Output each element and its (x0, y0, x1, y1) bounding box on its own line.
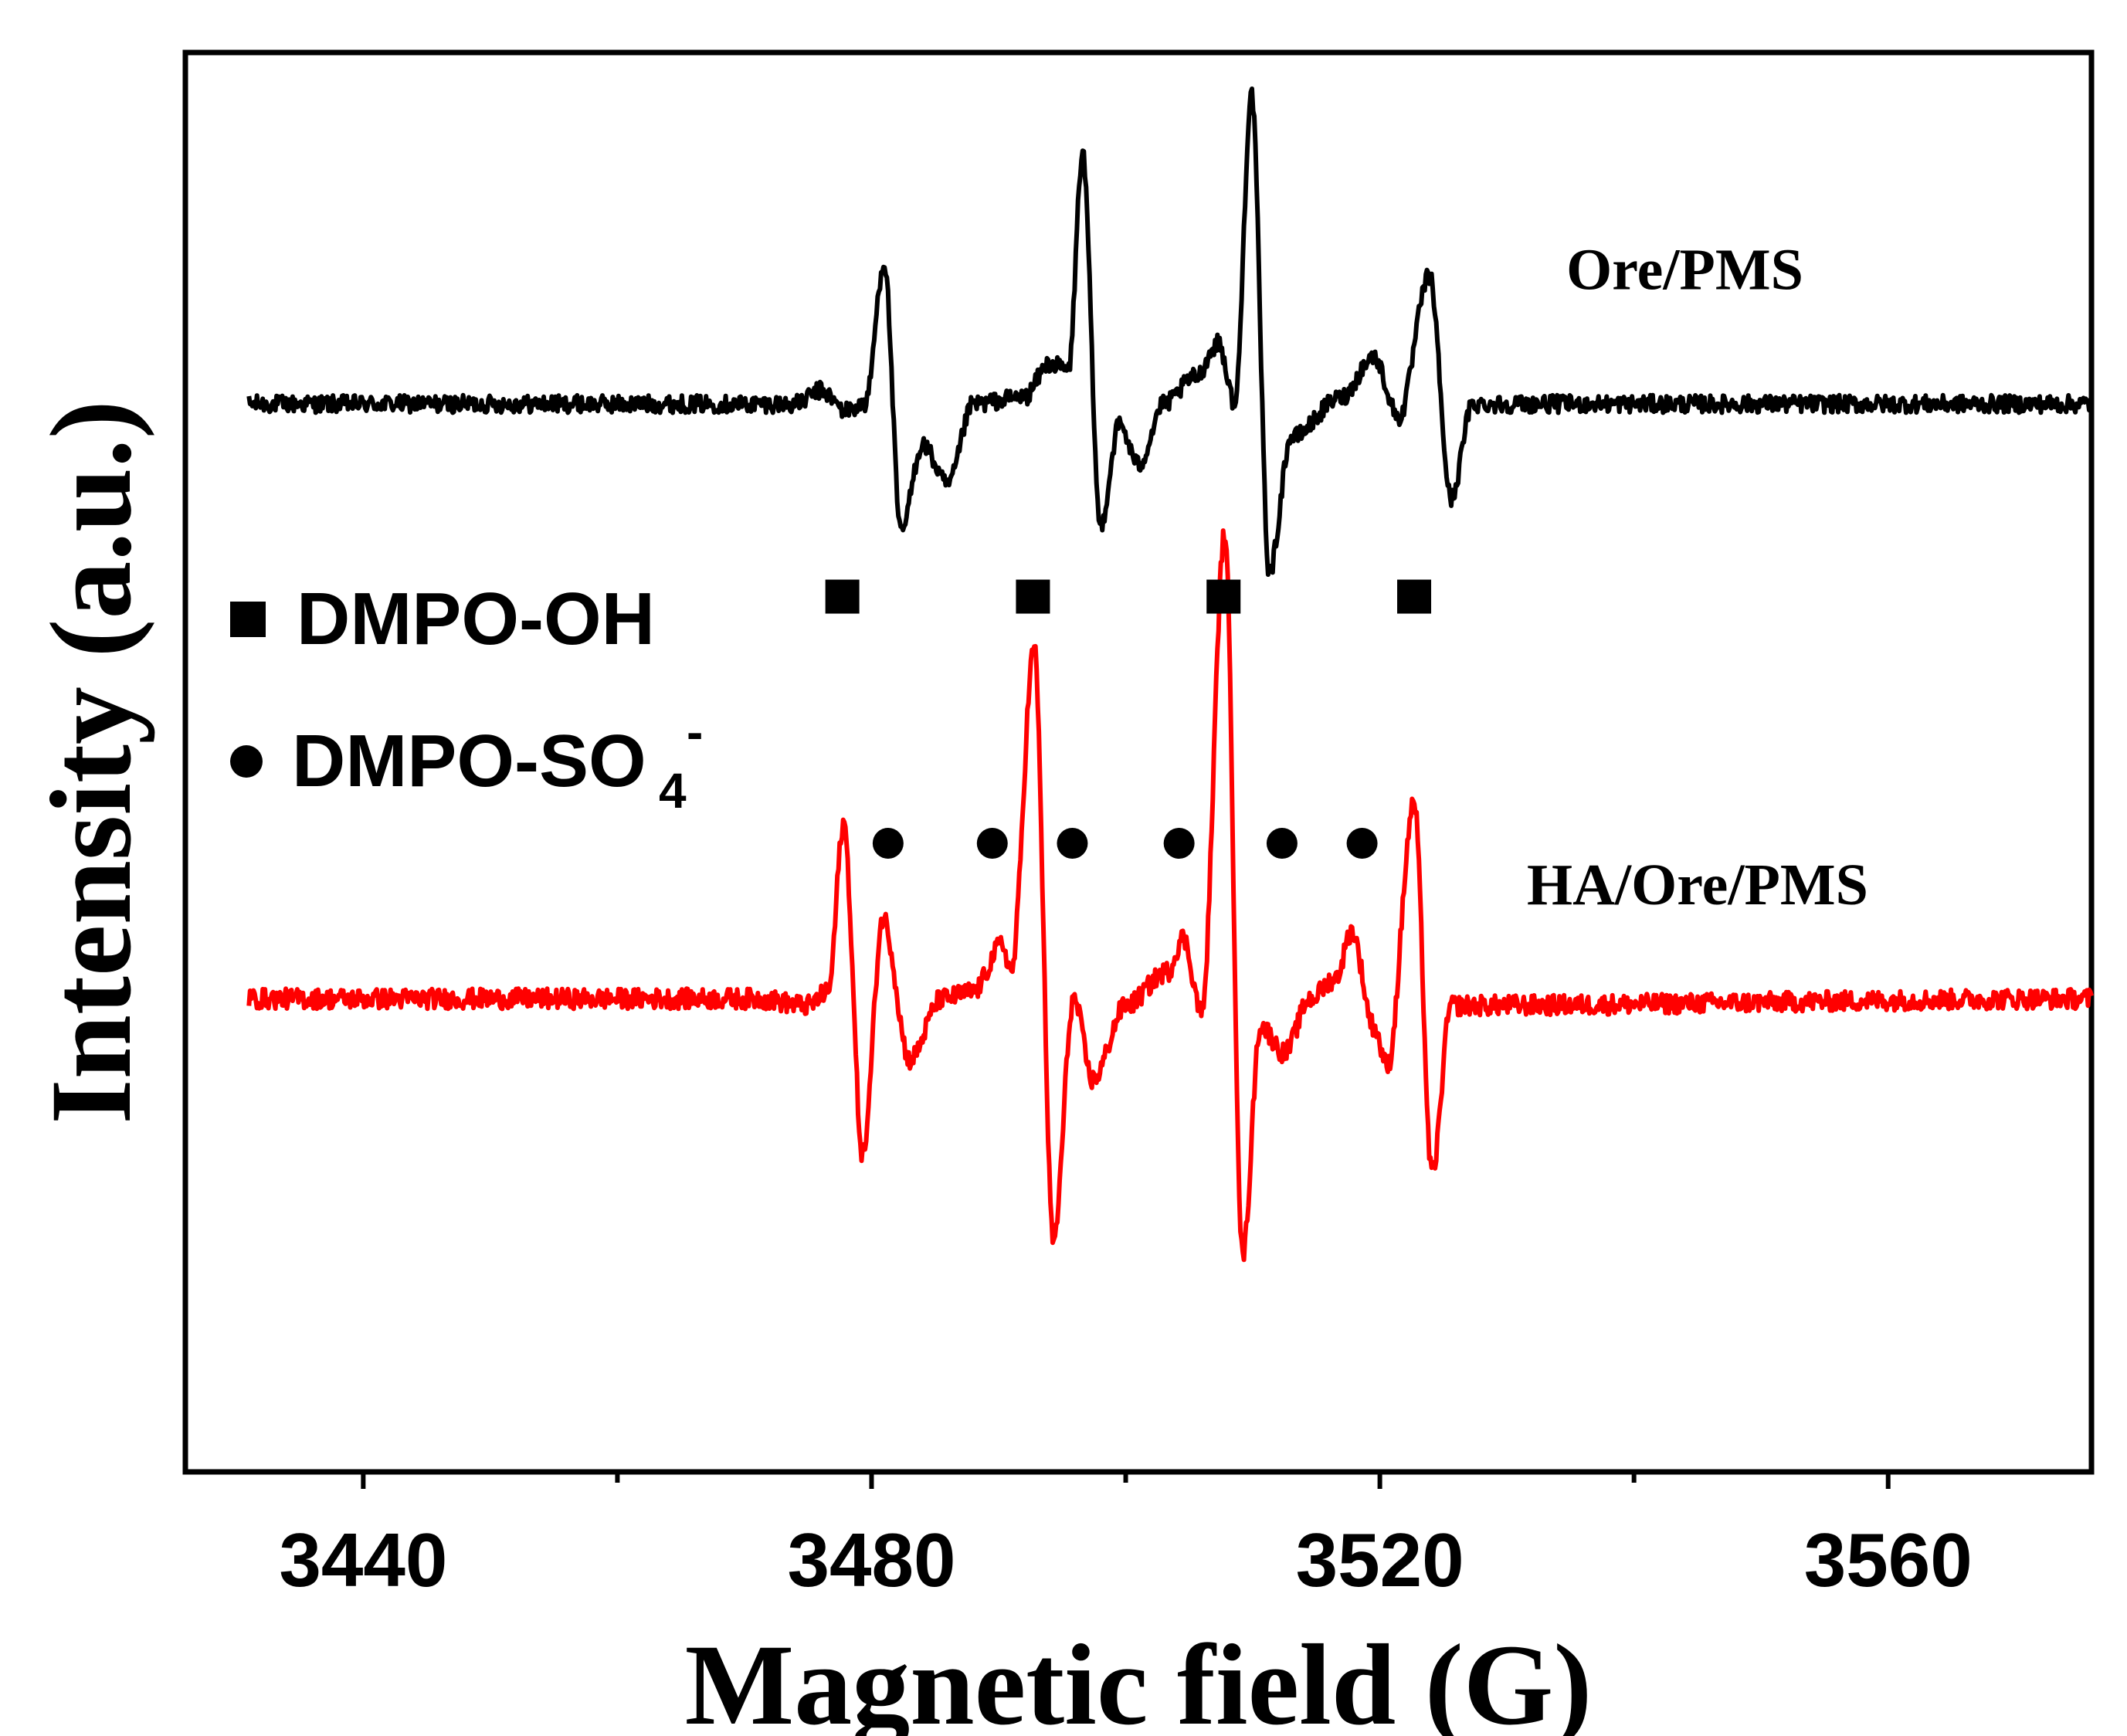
dmpo-oh-marker-1 (1016, 579, 1050, 614)
dmpo-oh-marker-3 (1397, 579, 1432, 614)
series-label-ore-pms: Ore/PMS (1566, 237, 1803, 302)
legend-label-dmpo-oh: DMPO-OH (297, 578, 655, 660)
dmpo-so4-marker-4 (1266, 828, 1298, 860)
x-axis-ticks (361, 1472, 1891, 1489)
dmpo-oh-marker-2 (1206, 579, 1241, 614)
x-tick-label-3560: 3560 (1804, 1517, 1973, 1602)
y-axis-title: Intensity (a.u.) (27, 400, 155, 1124)
dmpo-so4-marker-5 (1346, 828, 1378, 860)
dmpo-so4-marker-3 (1163, 828, 1195, 860)
plot-frame (182, 49, 2095, 1475)
legend-circle-marker (230, 745, 263, 778)
legend-label-dmpo-so4: DMPO-SO (292, 720, 646, 802)
dmpo-oh-marker-0 (825, 579, 860, 614)
series-layer (246, 86, 2094, 1263)
x-tick-label-3480: 3480 (787, 1517, 955, 1602)
legend-square-marker (230, 602, 266, 637)
series-line-1 (246, 528, 2094, 1263)
x-axis-tick-labels: 3440 3480 3520 3560 (279, 1517, 1972, 1602)
dmpo-so4-marker-1 (976, 828, 1008, 860)
x-tick-label-3520: 3520 (1296, 1517, 1464, 1602)
x-axis-title: Magnetic field (G) (685, 1621, 1593, 1736)
series-label-ha-ore-pms: HA/Ore/PMS (1527, 853, 1868, 917)
legend-label-superscript: - (687, 704, 703, 760)
legend-label-subscript: 4 (659, 763, 687, 819)
legend: DMPO-OH DMPO-SO 4 - (230, 578, 703, 819)
series-line-0 (246, 86, 2094, 577)
dmpo-so4-marker-0 (872, 828, 904, 860)
marker-layer (825, 579, 1432, 860)
x-tick-label-3440: 3440 (279, 1517, 447, 1602)
dmpo-so4-marker-2 (1057, 828, 1088, 860)
